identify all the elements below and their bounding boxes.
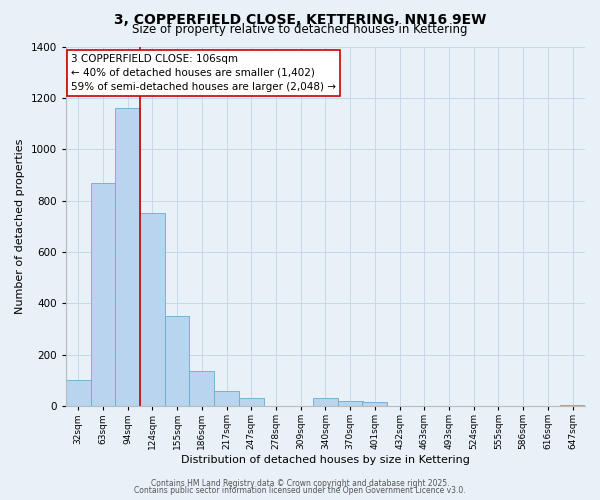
Text: Contains HM Land Registry data © Crown copyright and database right 2025.: Contains HM Land Registry data © Crown c… [151, 478, 449, 488]
Y-axis label: Number of detached properties: Number of detached properties [15, 138, 25, 314]
Bar [165, 316, 190, 406]
Bar [190, 372, 214, 406]
Bar [115, 108, 140, 406]
Bar [313, 398, 338, 406]
X-axis label: Distribution of detached houses by size in Kettering: Distribution of detached houses by size … [181, 455, 470, 465]
Text: Size of property relative to detached houses in Kettering: Size of property relative to detached ho… [132, 22, 468, 36]
Text: 3, COPPERFIELD CLOSE, KETTERING, NN16 9EW: 3, COPPERFIELD CLOSE, KETTERING, NN16 9E… [114, 12, 486, 26]
Bar [91, 182, 115, 406]
Bar [362, 402, 387, 406]
Bar [66, 380, 91, 406]
Bar [338, 401, 362, 406]
Bar [214, 390, 239, 406]
Bar [140, 214, 165, 406]
Text: Contains public sector information licensed under the Open Government Licence v3: Contains public sector information licen… [134, 486, 466, 495]
Bar [560, 405, 585, 406]
Text: 3 COPPERFIELD CLOSE: 106sqm
← 40% of detached houses are smaller (1,402)
59% of : 3 COPPERFIELD CLOSE: 106sqm ← 40% of det… [71, 54, 336, 92]
Bar [239, 398, 263, 406]
